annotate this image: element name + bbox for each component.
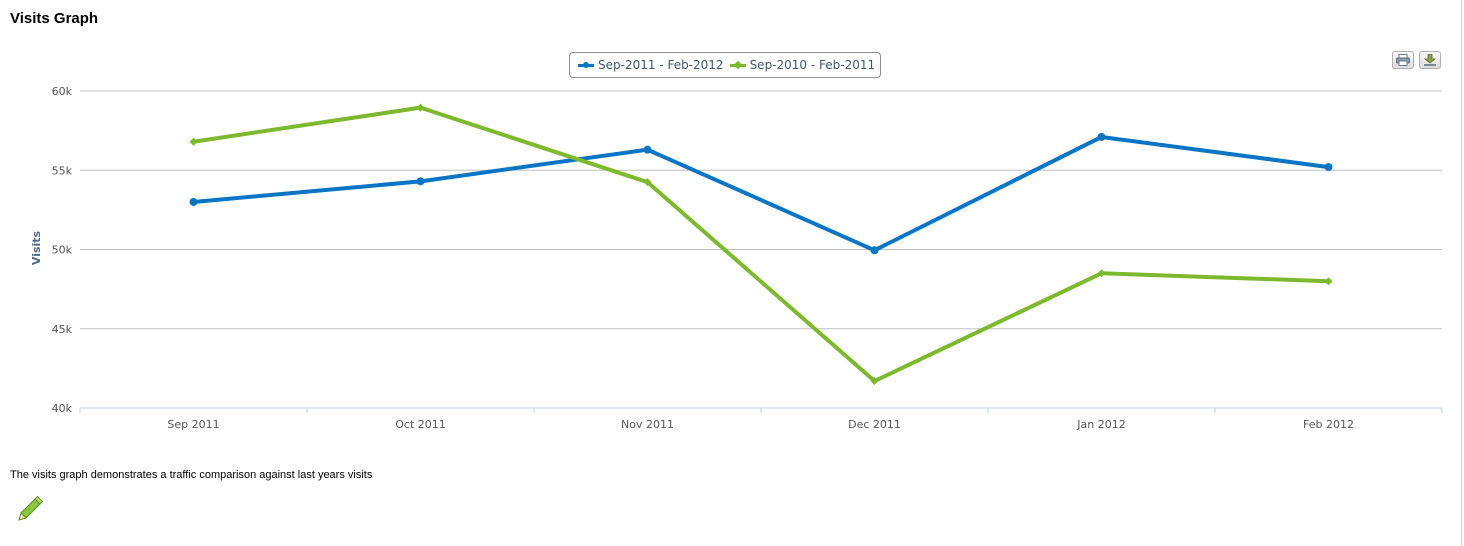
visits-chart: Sep 2011 Oct 2011 Nov 2011 Dec 2011 Jan 2012… (0, 40, 1460, 440)
legend-item-previous[interactable]: Sep-2010 - Feb-2011 (729, 58, 876, 72)
data-point[interactable] (416, 177, 425, 186)
x-tick-label: Sep 2011 (167, 418, 219, 431)
legend-item-current[interactable]: Sep-2011 - Feb-2012 (578, 58, 724, 72)
series-line (191, 105, 1331, 384)
y-tick-label: 45k (52, 323, 73, 336)
data-point[interactable] (189, 197, 198, 206)
series-line (191, 134, 1331, 253)
download-button[interactable] (1419, 51, 1441, 69)
data-point[interactable] (643, 145, 652, 154)
data-point[interactable] (416, 103, 425, 112)
data-point[interactable] (1097, 269, 1106, 278)
x-tick-label: Dec 2011 (848, 418, 901, 431)
x-tick-label: Oct 2011 (395, 418, 446, 431)
graph-description: The visits graph demonstrates a traffic … (10, 469, 373, 481)
pencil-icon (18, 495, 44, 521)
legend-swatch-current (578, 60, 594, 70)
print-button[interactable] (1392, 51, 1414, 69)
y-axis-title: Visits (30, 230, 43, 265)
series-current (189, 132, 1333, 255)
x-tick-label: Jan 2012 (1076, 418, 1125, 431)
chart-legend: Sep-2011 - Feb-2012 Sep-2010 - Feb-2011 (569, 52, 882, 78)
data-point[interactable] (1324, 163, 1333, 172)
data-point[interactable] (189, 137, 198, 146)
data-point[interactable] (1097, 132, 1106, 141)
chart-plot: Sep 2011 Oct 2011 Nov 2011 Dec 2011 Jan 2012… (30, 85, 1443, 431)
legend-label-previous: Sep-2010 - Feb-2011 (749, 58, 876, 72)
data-point[interactable] (870, 377, 879, 386)
y-tick-label: 55k (52, 164, 73, 177)
x-tick-label: Nov 2011 (621, 418, 674, 431)
data-point[interactable] (870, 246, 879, 255)
panel-border (1461, 0, 1462, 546)
legend-label-current: Sep-2011 - Feb-2012 (598, 58, 724, 72)
y-tick-label: 60k (52, 85, 73, 98)
print-icon (1396, 54, 1410, 66)
x-tick-label: Feb 2012 (1303, 418, 1354, 431)
download-icon (1423, 54, 1437, 66)
page-title: Visits Graph (10, 10, 99, 27)
y-tick-label: 40k (52, 402, 73, 415)
legend-swatch-previous (729, 60, 746, 70)
data-point[interactable] (643, 178, 652, 187)
series-previous (189, 103, 1333, 386)
data-point[interactable] (1324, 277, 1333, 286)
edit-button[interactable] (16, 495, 44, 523)
y-tick-label: 50k (52, 244, 73, 257)
